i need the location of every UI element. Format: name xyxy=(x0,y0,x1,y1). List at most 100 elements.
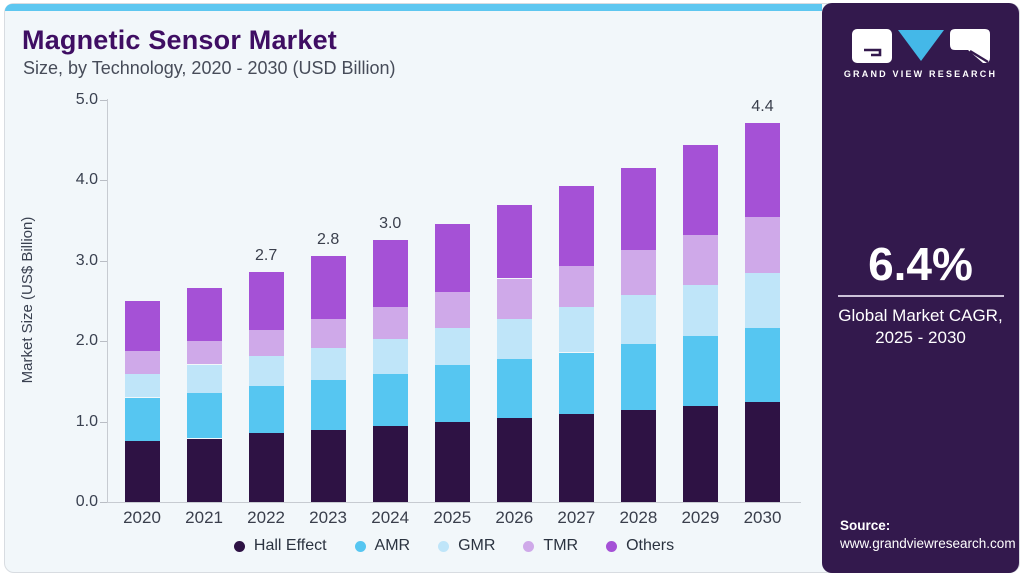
stacked-bar-chart: Market Size (US$ Billion) 0.0 1.0 2.0 3.0 4.… xyxy=(19,91,801,527)
logo-v-triangle-icon xyxy=(897,30,944,61)
legend-label: AMR xyxy=(374,537,411,554)
bar-segment-amr xyxy=(434,364,470,423)
bar-segment-tmr xyxy=(620,250,656,296)
bar-value-label-2030: 4.4 xyxy=(751,98,774,116)
bar-segment-hall-effect xyxy=(310,429,346,502)
bar-segment-others xyxy=(186,288,222,342)
bar-value-label-2023: 2.8 xyxy=(316,231,340,248)
bar-value-label-2024: 3.0 xyxy=(379,214,402,232)
bar-segment-hall-effect xyxy=(372,426,408,502)
logo-g-block-icon xyxy=(851,29,892,63)
bar-segment-others xyxy=(745,123,780,218)
y-tick-mark xyxy=(100,260,107,262)
y-tick-mark xyxy=(100,100,107,101)
legend-item-tmr: TMR xyxy=(523,537,578,555)
bar-segment-others xyxy=(496,205,532,279)
bar-segment-gmr xyxy=(124,374,160,398)
bar-segment-gmr xyxy=(310,347,346,380)
x-tick-label-2030: 2030 xyxy=(743,508,782,527)
bar-segment-amr xyxy=(124,397,160,441)
y-tick-label: 0.0 xyxy=(75,493,98,510)
legend-label: Hall Effect xyxy=(253,537,327,554)
bar-segment-hall-effect xyxy=(745,402,780,502)
x-axis-line xyxy=(107,502,801,503)
logo-wordmark: GRAND VIEW RESEARCH xyxy=(843,69,998,79)
x-tick-label-2021: 2021 xyxy=(185,508,223,527)
cagr-label-line1: Global Market CAGR, xyxy=(838,306,1003,325)
legend-item-others: Others xyxy=(606,537,674,555)
bar-segment-others xyxy=(682,145,718,235)
y-tick-label: 4.0 xyxy=(75,171,98,189)
bar-segment-gmr xyxy=(372,338,408,375)
bar-segment-hall-effect xyxy=(124,440,160,502)
bar-segment-gmr xyxy=(682,284,718,337)
brand-panel: GRAND VIEW RESEARCH 6.4% Global Market C… xyxy=(822,3,1019,573)
bar-segment-tmr xyxy=(186,341,222,365)
bar-segment-gmr xyxy=(745,272,780,329)
cagr-block: 6.4% Global Market CAGR, 2025 - 2030 xyxy=(822,239,1019,349)
bar-segment-others xyxy=(124,301,160,351)
bar-segment-others xyxy=(248,272,284,330)
legend-label: TMR xyxy=(543,537,579,554)
source-url: www.grandviewresearch.com xyxy=(840,536,1016,551)
cagr-label-line2: 2025 - 2030 xyxy=(875,328,966,347)
bar-segment-amr xyxy=(620,344,656,411)
bar-value-label-2022: 2.7 xyxy=(254,247,278,265)
x-tick-label-2020: 2020 xyxy=(123,508,161,527)
bar-segment-gmr xyxy=(496,318,532,359)
bar-segment-amr xyxy=(745,328,780,403)
y-tick-label: 3.0 xyxy=(75,251,98,269)
y-axis-line xyxy=(107,99,108,502)
chart-column: Magnetic Sensor Market Size, by Technolo… xyxy=(19,25,801,555)
page-title: Magnetic Sensor Market xyxy=(22,25,337,55)
bar-segment-hall-effect xyxy=(186,438,222,502)
gvr-logo-marks xyxy=(851,29,990,65)
bar-segment-hall-effect xyxy=(682,406,718,502)
x-tick-label-2026: 2026 xyxy=(495,508,534,527)
bar-segment-tmr xyxy=(248,329,284,356)
source-label: Source: xyxy=(840,518,891,533)
legend-dot-icon xyxy=(233,540,245,552)
y-axis-title: Market Size (US$ Billion) xyxy=(19,216,36,384)
cagr-value: 6.4% xyxy=(868,238,973,290)
legend-label: Others xyxy=(626,537,675,554)
bar-segment-amr xyxy=(682,336,718,407)
top-accent-bar xyxy=(5,4,822,11)
bar-segment-hall-effect xyxy=(434,422,470,502)
bar-segment-gmr xyxy=(434,327,470,365)
bar-segment-amr xyxy=(558,352,594,415)
bar-segment-amr xyxy=(372,374,408,427)
legend-label: GMR xyxy=(458,537,496,554)
x-tick-label-2024: 2024 xyxy=(371,508,410,527)
bar-segment-amr xyxy=(496,358,532,419)
x-tick-label-2028: 2028 xyxy=(619,508,658,527)
legend-dot-icon xyxy=(438,540,450,552)
y-tick-mark xyxy=(100,180,107,182)
bar-segment-tmr xyxy=(372,306,408,339)
source-block: Source: www.grandviewresearch.com xyxy=(840,517,1016,553)
bar-segment-amr xyxy=(248,386,284,433)
bar-segment-gmr xyxy=(558,307,594,353)
bar-segment-others xyxy=(372,239,408,307)
bar-segment-tmr xyxy=(745,217,780,273)
bar-segment-tmr xyxy=(496,278,532,319)
bar-segment-others xyxy=(620,167,656,251)
bar-segment-tmr xyxy=(434,292,470,328)
logo-r-block-icon xyxy=(949,29,990,64)
cagr-separator xyxy=(837,295,1004,297)
x-tick-label-2029: 2029 xyxy=(681,508,720,527)
x-tick-label-2023: 2023 xyxy=(309,508,347,527)
x-tick-label-2025: 2025 xyxy=(433,508,472,527)
y-tick-label: 5.0 xyxy=(75,91,98,108)
bar-segment-gmr xyxy=(620,295,656,345)
y-tick-mark xyxy=(100,502,107,503)
x-tick-label-2027: 2027 xyxy=(557,508,596,527)
bar-segment-amr xyxy=(310,379,346,430)
bar-segment-gmr xyxy=(248,355,284,387)
bar-segment-hall-effect xyxy=(558,414,594,502)
bar-segment-amr xyxy=(186,392,222,439)
bar-segment-gmr xyxy=(186,364,222,393)
bar-segment-tmr xyxy=(682,235,718,285)
bar-segment-tmr xyxy=(310,318,346,348)
